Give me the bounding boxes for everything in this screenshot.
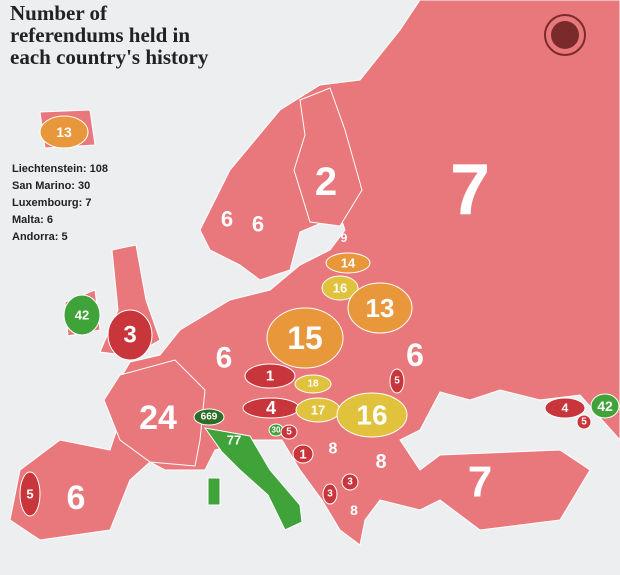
country — [336, 392, 408, 438]
referendum-count: 14 — [341, 256, 356, 271]
country — [193, 408, 225, 426]
country — [347, 282, 413, 334]
referendum-count: 30 — [272, 426, 281, 435]
referendum-count: 16 — [356, 400, 387, 431]
referendum-count: 669 — [201, 412, 218, 423]
referendum-count: 6 — [406, 337, 424, 373]
referendum-count: 13 — [366, 293, 395, 323]
note: Liechtenstein: 108 — [12, 163, 108, 175]
country — [244, 363, 296, 389]
referendum-count: 9 — [341, 231, 348, 245]
referendum-count: 7 — [450, 150, 490, 230]
country — [294, 374, 332, 394]
referendum-count: 8 — [375, 451, 386, 473]
country — [389, 368, 405, 394]
country — [590, 393, 620, 419]
referendum-count: 3 — [327, 489, 333, 500]
country — [292, 444, 314, 464]
country — [325, 252, 371, 274]
referendum-count: 16 — [333, 281, 347, 296]
referendum-count: 6 — [221, 207, 233, 232]
sardinia — [207, 477, 221, 506]
country — [19, 471, 41, 517]
italy — [203, 427, 303, 531]
country — [322, 483, 338, 505]
referendum-count: 77 — [227, 433, 241, 448]
note: San Marino: 30 — [12, 180, 90, 192]
referendum-count: 17 — [311, 403, 325, 418]
logo-globe — [551, 21, 579, 49]
country-patches — [19, 115, 620, 517]
referendum-count: 24 — [139, 399, 177, 437]
note: Luxembourg: 7 — [12, 197, 91, 209]
title-line: referendums held in — [10, 23, 190, 47]
france — [103, 359, 206, 467]
referendum-count: 8 — [350, 502, 358, 518]
logo — [544, 14, 586, 56]
referendum-count: 6 — [67, 479, 86, 517]
note: Malta: 6 — [12, 214, 53, 226]
referendum-count: 13 — [56, 124, 72, 140]
country — [576, 414, 592, 430]
title-block: Number of referendums held in each count… — [10, 1, 209, 69]
note: Andorra: 5 — [12, 231, 68, 243]
country — [63, 294, 101, 336]
referendum-count: 4 — [562, 401, 569, 415]
referendum-count: 2 — [315, 160, 337, 204]
country — [266, 307, 344, 369]
logo-ring — [544, 14, 586, 56]
country — [341, 473, 359, 491]
referendum-count: 15 — [287, 320, 323, 356]
country — [107, 309, 153, 361]
referendum-count: 3 — [123, 322, 136, 349]
title-line: Number of — [10, 1, 108, 25]
finland — [293, 87, 363, 227]
referendum-count: 5 — [26, 487, 33, 502]
referendum-count: 3 — [347, 477, 353, 488]
referendum-count: 6 — [216, 342, 233, 375]
referendum-count: 4 — [266, 398, 276, 418]
referendum-count: 42 — [597, 398, 613, 414]
small-states: Liechtenstein: 108 San Marino: 30 Luxembou… — [12, 163, 108, 243]
referendum-count: 6 — [252, 212, 264, 237]
referendum-count: 7 — [468, 458, 492, 507]
referendum-count: 5 — [286, 427, 292, 438]
referendum-count: 5 — [581, 417, 587, 428]
country — [321, 275, 359, 301]
title-line: each country's history — [10, 45, 209, 69]
country — [39, 115, 89, 149]
country — [280, 424, 298, 440]
referendum-count: 8 — [329, 441, 338, 458]
referendum-count: 1 — [299, 447, 306, 462]
referendum-count: 18 — [307, 379, 319, 390]
country — [544, 397, 586, 419]
referendum-count: 5 — [394, 376, 400, 387]
referendum-count: 42 — [75, 308, 89, 323]
referendum-count: 1 — [266, 368, 274, 385]
